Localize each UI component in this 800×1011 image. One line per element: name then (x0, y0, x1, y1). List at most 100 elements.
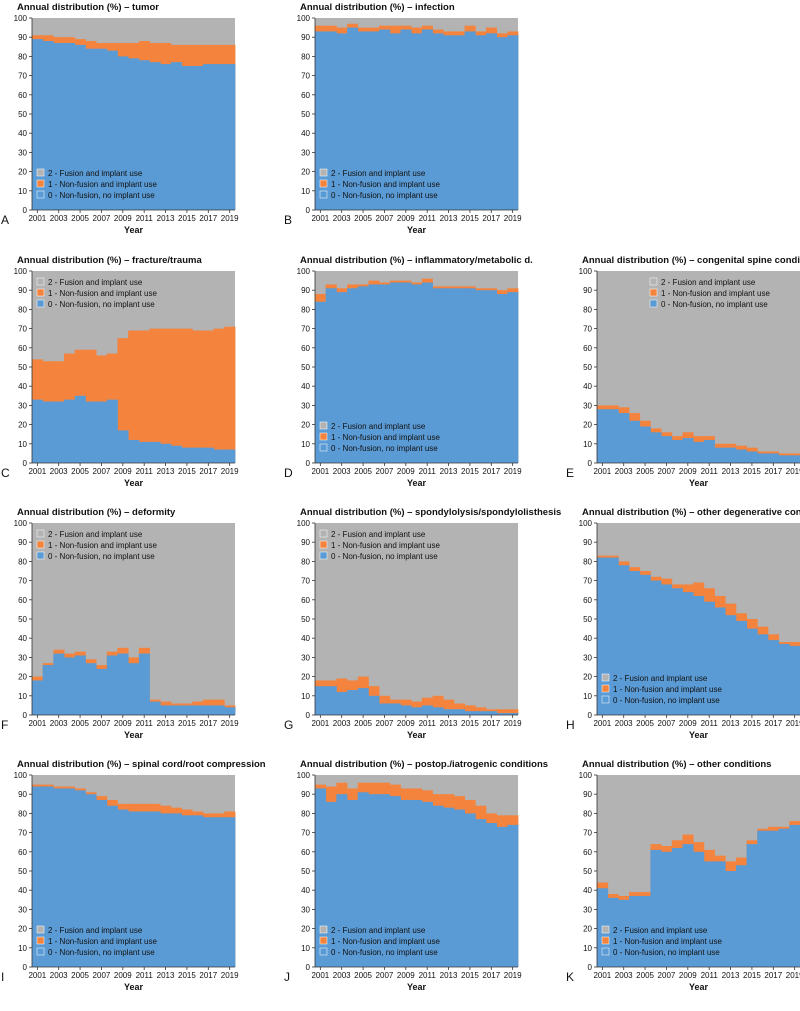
bar-nonfusion-no-implant (475, 35, 487, 210)
bar-nonfusion-no-implant (368, 284, 380, 463)
bar-nonfusion-no-implant (443, 35, 455, 210)
x-tick-label: 2015 (461, 971, 479, 980)
y-tick-label: 10 (18, 440, 27, 449)
legend-swatch-nonfusion (601, 936, 610, 945)
y-tick-label: 20 (301, 168, 310, 177)
legend-swatch-fusion (601, 673, 610, 682)
y-tick-label: 100 (14, 519, 28, 528)
x-tick-label: 2017 (482, 214, 500, 223)
x-tick-label: 2007 (93, 467, 111, 476)
x-tick-label: 2015 (178, 214, 196, 223)
x-tick-label: 2013 (440, 971, 458, 980)
x-axis-label: Year (407, 982, 427, 992)
legend-swatch-nonfusion (36, 179, 45, 188)
chart-svg: Annual distribution (%) – spondylolysis/… (284, 507, 561, 740)
bar-nonfusion-no-implant (789, 645, 800, 715)
x-tick-label: 2007 (658, 971, 676, 980)
bar-nonfusion-no-implant (170, 445, 182, 463)
bar-nonfusion-no-implant (224, 449, 236, 463)
bar-nonfusion-implant (128, 330, 140, 463)
bar-nonfusion-no-implant (181, 447, 193, 463)
chart-svg: Annual distribution (%) – infection 0 10 20… (284, 2, 522, 235)
legend: 2 - Fusion and implant use 1 - Non-fusion… (36, 925, 158, 957)
x-tick-label: 2019 (221, 467, 239, 476)
y-tick-label: 60 (583, 596, 592, 605)
y-tick-label: 100 (297, 519, 311, 528)
x-tick-label: 2019 (504, 467, 522, 476)
y-tick-label: 60 (583, 344, 592, 353)
x-tick-label: 2001 (28, 719, 46, 728)
legend-swatch-fusion (319, 529, 328, 538)
bar-nonfusion-no-implant (192, 447, 204, 463)
x-tick-label: 2007 (376, 719, 394, 728)
bar-nonfusion-no-implant (325, 31, 337, 210)
bar-nonfusion-no-implant (650, 580, 662, 715)
bar-nonfusion-no-implant (181, 815, 193, 967)
bar-nonfusion-no-implant (475, 290, 487, 463)
bar-nonfusion-no-implant (128, 811, 140, 967)
bar-nonfusion-no-implant (682, 844, 694, 967)
bar-nonfusion-no-implant (213, 64, 225, 210)
x-tick-label: 2011 (136, 719, 154, 728)
legend-label-none: 0 - Non-fusion, no implant use (331, 948, 438, 957)
bar-nonfusion-no-implant (138, 441, 150, 463)
bar-nonfusion-no-implant (160, 705, 172, 715)
bar-nonfusion-no-implant (421, 801, 433, 967)
bar-nonfusion-no-implant (128, 663, 140, 715)
x-tick-label: 2009 (679, 971, 697, 980)
bar-nonfusion-no-implant (368, 31, 380, 210)
y-tick-label: 80 (583, 809, 592, 818)
x-tick-label: 2005 (71, 971, 89, 980)
legend-label-none: 0 - Non-fusion, no implant use (331, 444, 438, 453)
bar-nonfusion-no-implant (325, 288, 337, 463)
bar-nonfusion-no-implant (106, 805, 118, 967)
y-tick-label: 20 (18, 168, 27, 177)
y-tick-label: 70 (301, 829, 310, 838)
bar-nonfusion-no-implant (597, 557, 609, 715)
bar-nonfusion-no-implant (315, 686, 327, 715)
bar-nonfusion-no-implant (629, 571, 641, 715)
legend: 2 - Fusion and implant use 1 - Non-fusion… (319, 168, 441, 200)
y-tick-label: 60 (301, 91, 310, 100)
legend: 2 - Fusion and implant use 1 - Non-fusion… (319, 421, 441, 453)
y-tick-label: 50 (583, 615, 592, 624)
bar-nonfusion-implant (192, 330, 204, 463)
bar-nonfusion-no-implant (138, 60, 150, 210)
legend-label-nonfusion: 1 - Non-fusion and implant use (661, 289, 771, 298)
y-tick-label: 80 (301, 52, 310, 61)
bar-nonfusion-no-implant (85, 663, 97, 715)
x-tick-label: 2011 (701, 971, 719, 980)
bar-nonfusion-no-implant (74, 44, 86, 210)
bar-nonfusion-no-implant (443, 288, 455, 463)
legend-label-none: 0 - Non-fusion, no implant use (331, 191, 438, 200)
y-tick-label: 80 (301, 809, 310, 818)
bar-nonfusion-no-implant (639, 895, 651, 967)
legend-label-fusion: 2 - Fusion and implant use (48, 926, 143, 935)
bar-nonfusion-no-implant (693, 851, 705, 967)
legend-label-none: 0 - Non-fusion, no implant use (48, 191, 155, 200)
bar-nonfusion-no-implant (618, 565, 630, 715)
x-tick-label: 2015 (461, 719, 479, 728)
bar-nonfusion-no-implant (170, 62, 182, 210)
bar-nonfusion-no-implant (432, 707, 444, 715)
bar-nonfusion-implant (149, 328, 161, 463)
bar-nonfusion-no-implant (149, 62, 161, 210)
bar-nonfusion-no-implant (347, 799, 359, 967)
y-tick-label: 50 (583, 363, 592, 372)
x-tick-label: 2017 (764, 719, 782, 728)
x-axis-label: Year (689, 730, 709, 740)
bar-nonfusion-implant (443, 699, 455, 715)
x-tick-label: 2009 (114, 719, 132, 728)
x-tick-label: 2017 (199, 719, 217, 728)
chart-panel-a: Annual distribution (%) – tumor 0 10 20 30 40… (0, 0, 239, 253)
y-tick-label: 50 (18, 363, 27, 372)
chart-svg: Annual distribution (%) – postop./iatrog… (284, 759, 548, 992)
y-tick-label: 50 (301, 867, 310, 876)
legend-label-nonfusion: 1 - Non-fusion and implant use (48, 541, 158, 550)
x-tick-label: 2013 (157, 467, 175, 476)
y-tick-label: 80 (301, 557, 310, 566)
chart-panel-k: Annual distribution (%) – other conditio… (565, 757, 800, 1010)
bar-nonfusion-implant (224, 326, 236, 463)
legend-swatch-nonfusion (649, 288, 658, 297)
bar-nonfusion-no-implant (411, 33, 423, 210)
